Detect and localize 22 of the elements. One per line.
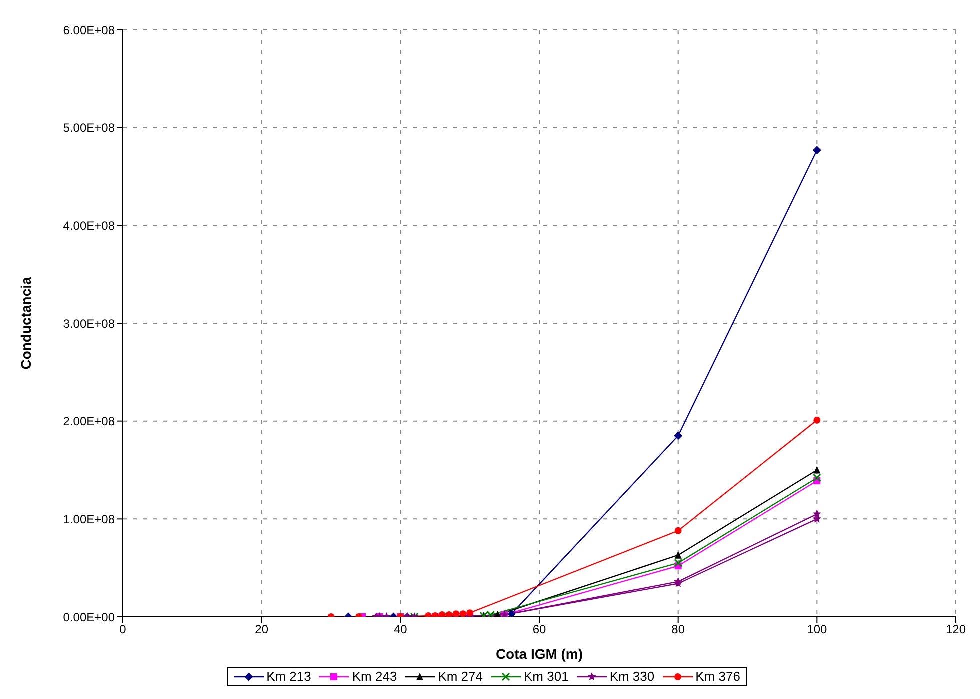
y-tick-label: 2.00E+08 <box>63 414 116 429</box>
legend-label: Km 301 <box>524 669 569 684</box>
x-tick-label: 80 <box>672 622 686 637</box>
x-tick-label: 60 <box>532 622 546 637</box>
x-tick-label: 40 <box>394 622 408 637</box>
legend-label: Km 213 <box>266 669 312 684</box>
x-axis-title: Cota IGM (m) <box>496 646 584 662</box>
legend-label: Km 376 <box>696 669 740 684</box>
y-axis-title: Conductancia <box>18 277 34 370</box>
y-tick-label: 1.00E+08 <box>63 512 116 526</box>
y-tick-label: 3.00E+08 <box>63 316 116 331</box>
y-tick-label: 5.00E+08 <box>63 121 116 136</box>
legend-label: Km 330 <box>610 669 655 684</box>
legend-label: Km 274 <box>438 669 483 684</box>
y-tick-label: 6.00E+08 <box>63 23 116 38</box>
legend-label: Km 243 <box>352 669 398 684</box>
y-tick-label: 4.00E+08 <box>63 218 116 233</box>
x-tick-label: 0 <box>120 622 127 637</box>
y-tick-label: 0.00E+00 <box>63 610 116 624</box>
x-tick-label: 120 <box>946 622 966 637</box>
x-tick-label: 20 <box>255 622 269 637</box>
x-tick-label: 100 <box>807 622 828 637</box>
